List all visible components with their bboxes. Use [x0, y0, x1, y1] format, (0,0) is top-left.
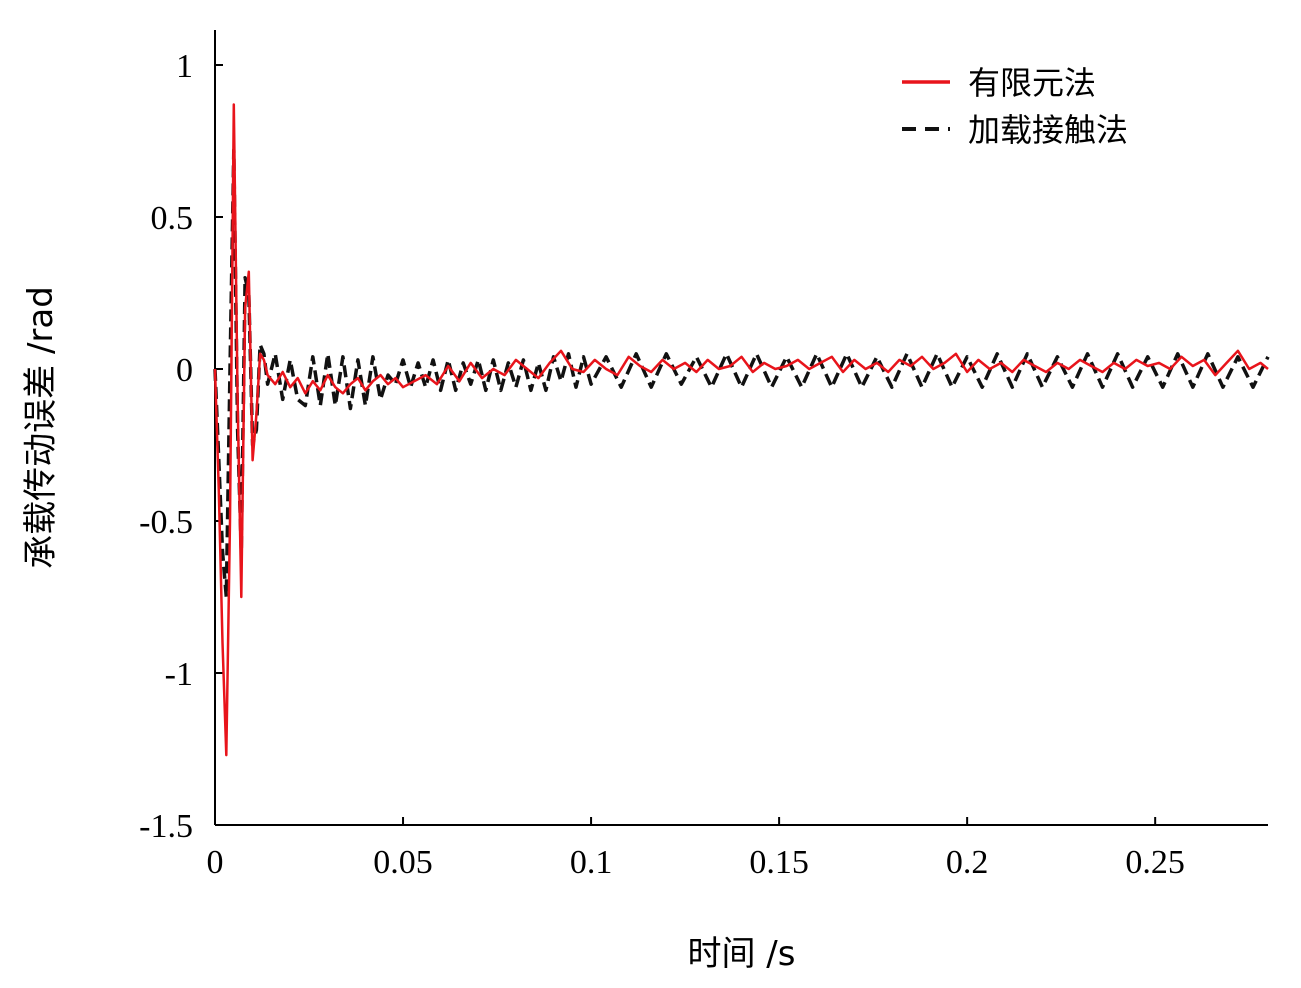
axes: 0 0.05 0.1 0.15 0.2 0.25 -1.5 -1 -0.5 0 0.5 1	[139, 30, 1268, 881]
x-tick-label: 0.1	[570, 844, 613, 881]
y-tick-label: -1	[165, 656, 193, 693]
x-axis-label: 时间 /s	[688, 934, 796, 974]
y-tick-label: -1.5	[139, 808, 193, 845]
x-tick-label: 0	[207, 844, 224, 881]
x-tick-label: 0.25	[1125, 844, 1185, 881]
legend-label: 加载接触法	[968, 111, 1128, 149]
y-tick-label: 0.5	[151, 200, 194, 237]
series-layer	[213, 103, 1270, 757]
x-tick-label: 0.05	[373, 844, 433, 881]
series-line	[213, 103, 1269, 757]
y-tick-label: 0	[176, 352, 193, 389]
y-axis-label: 承载传动误差 /rad	[21, 286, 61, 569]
x-tick-label: 0.15	[749, 844, 809, 881]
y-tick-label: -0.5	[139, 504, 193, 541]
y-tick-label: 1	[176, 48, 193, 85]
legend-label: 有限元法	[968, 64, 1096, 102]
series-line	[213, 148, 1270, 599]
x-tick-label: 0.2	[946, 844, 989, 881]
